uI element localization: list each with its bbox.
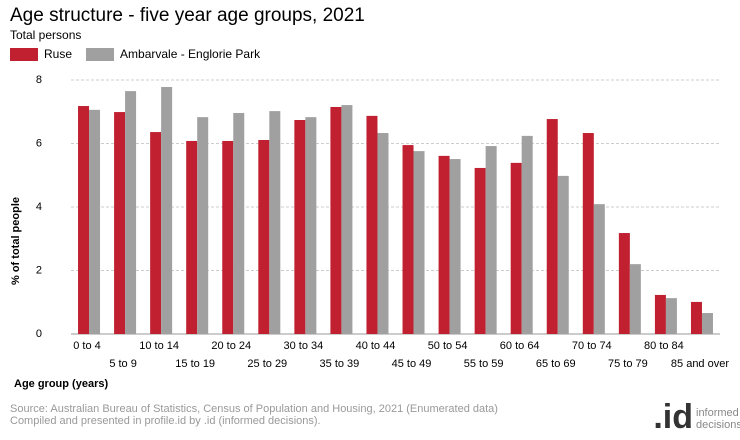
x-tick-label: 25 to 29 — [247, 358, 287, 370]
bar — [510, 162, 522, 334]
y-axis-label: % of total people — [10, 197, 22, 285]
bar — [78, 106, 90, 334]
source-line: Compiled and presented in profile.id by … — [10, 415, 321, 427]
x-tick-label: 30 to 34 — [283, 340, 323, 352]
bar — [629, 264, 641, 334]
legend-label: Ruse — [44, 47, 72, 61]
bar — [438, 155, 450, 334]
bar — [258, 140, 270, 334]
x-tick-label: 65 to 69 — [536, 358, 576, 370]
x-tick-label: 35 to 39 — [320, 358, 360, 370]
y-tick-label: 2 — [36, 264, 42, 276]
bar — [593, 204, 605, 334]
bar — [222, 140, 234, 334]
x-tick-label: 40 to 44 — [356, 340, 396, 352]
bar — [269, 111, 281, 335]
bar — [125, 91, 137, 334]
bar — [665, 298, 677, 334]
legend-swatch — [86, 48, 115, 61]
bar — [89, 109, 101, 334]
logo-text: decisions — [696, 419, 740, 431]
bar — [330, 106, 342, 334]
x-tick-label: 75 to 79 — [608, 358, 648, 370]
source-line: Source: Australian Bureau of Statistics,… — [10, 403, 498, 415]
chart-title: Age structure - five year age groups, 20… — [10, 5, 365, 26]
y-tick-label: 0 — [36, 328, 42, 340]
bar — [114, 112, 126, 334]
bar — [402, 145, 414, 334]
logo-text: informed — [696, 407, 739, 419]
x-tick-label: 85 and over — [671, 358, 729, 370]
bar — [582, 133, 594, 334]
x-axis-label: Age group (years) — [14, 378, 108, 390]
x-tick-label: 70 to 74 — [572, 340, 612, 352]
logo-mark: .id — [653, 398, 693, 436]
x-tick-label: 15 to 19 — [175, 358, 215, 370]
bar — [701, 313, 713, 334]
legend-label: Ambarvale - Englorie Park — [120, 47, 261, 61]
bar — [305, 117, 317, 335]
x-tick-label: 0 to 4 — [73, 340, 101, 352]
bar — [449, 159, 461, 334]
bar — [341, 105, 353, 335]
x-tick-label: 45 to 49 — [392, 358, 432, 370]
x-tick-label: 55 to 59 — [464, 358, 504, 370]
x-tick-label: 50 to 54 — [428, 340, 468, 352]
legend-swatch — [10, 48, 38, 61]
bar — [197, 117, 209, 335]
bar — [546, 119, 558, 335]
bar — [413, 151, 425, 334]
bar — [474, 167, 486, 334]
bar — [161, 86, 173, 334]
bar — [366, 115, 378, 334]
x-tick-label: 20 to 24 — [211, 340, 251, 352]
bar — [233, 113, 245, 335]
bar — [557, 175, 569, 334]
bar — [618, 233, 630, 334]
chart-subtitle: Total persons — [10, 28, 81, 42]
bar — [654, 294, 666, 334]
x-tick-label: 80 to 84 — [644, 340, 684, 352]
bar — [521, 135, 533, 334]
x-tick-label: 60 to 64 — [500, 340, 540, 352]
bar — [690, 301, 702, 334]
x-tick-label: 10 to 14 — [139, 340, 179, 352]
bar — [186, 140, 198, 334]
bar — [485, 146, 497, 334]
y-tick-label: 8 — [36, 74, 42, 86]
y-tick-label: 4 — [36, 201, 42, 213]
y-tick-label: 6 — [36, 137, 42, 149]
x-tick-label: 5 to 9 — [109, 358, 137, 370]
bar — [150, 132, 162, 334]
bar — [377, 133, 389, 334]
bar — [294, 120, 306, 334]
